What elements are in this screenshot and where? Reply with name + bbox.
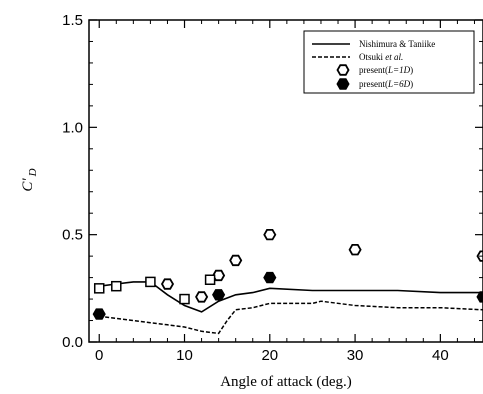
hexagon-filled-point: [212, 289, 226, 301]
hexagon-open-point: [229, 254, 243, 267]
legend-label-main: Otsuki: [359, 52, 385, 62]
otsuki-line: [99, 300, 483, 335]
x-tick-label: 20: [261, 347, 278, 364]
hexagon-filled-point: [263, 271, 277, 284]
legend-label-end: ): [410, 79, 413, 89]
legend-label: present(L=6D): [359, 79, 413, 89]
plot-layer: [92, 228, 483, 335]
legend-marker: [336, 64, 350, 76]
square-open-point: [111, 280, 122, 292]
x-tick-label: 0: [95, 347, 103, 364]
hexagon-open-point: [195, 291, 209, 303]
y-axis-title-sub: D: [27, 168, 39, 177]
legend-label-italic: L=1D: [387, 65, 411, 75]
legend-label: Nishimura & Taniike: [359, 39, 435, 49]
legend-box: [303, 30, 475, 94]
x-tick-label: 40: [432, 347, 449, 364]
y-tick-label: 1.5: [62, 12, 83, 29]
hexagon-open-point: [263, 228, 277, 241]
x-tick-label: 10: [176, 347, 193, 364]
square-open-point: [204, 274, 216, 285]
x-tick-label: 30: [347, 347, 364, 364]
legend-label-end: ): [410, 65, 413, 75]
y-tick-label: 0.5: [62, 227, 83, 244]
legend-label-main: present(: [359, 79, 388, 89]
hexagon-open-point: [348, 243, 362, 256]
legend-marker: [336, 78, 350, 90]
y-axis-title-main: C': [20, 178, 36, 192]
label-layer: 0 10 20 30 40 0.0 0.5 1.0 1.5: [62, 12, 449, 364]
legend-label-main: present(: [359, 65, 388, 75]
y-tick-label: 0.0: [62, 334, 83, 351]
legend-label-italic: et al.: [385, 52, 403, 62]
y-tick-label: 1.0: [62, 119, 83, 136]
plot-frame: [88, 19, 483, 343]
x-axis-title: Angle of attack (deg.): [220, 374, 352, 390]
y-axis-title: C'D: [20, 168, 39, 191]
legend-label: present(L=1D): [359, 65, 413, 75]
hexagon-open-point: [160, 278, 175, 290]
square-open-point: [93, 283, 105, 294]
square-open-point: [145, 276, 156, 288]
square-open-point: [179, 293, 190, 305]
legend-label-italic: L=6D: [387, 79, 411, 89]
legend: Nishimura & Taniike Otsuki et al. present(…: [303, 30, 475, 94]
nishimura-line: [99, 281, 483, 313]
legend-label: Otsuki et al.: [359, 52, 403, 62]
hexagon-filled-point: [92, 308, 106, 320]
